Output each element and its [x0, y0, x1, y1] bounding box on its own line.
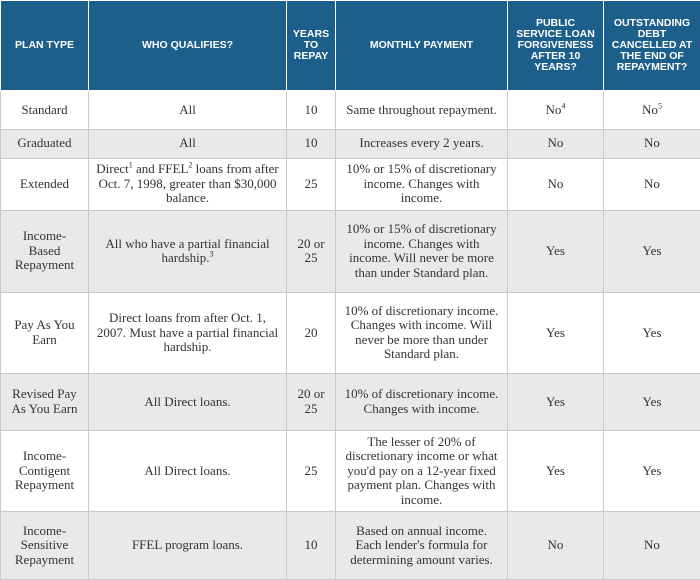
payment-cell: 10% of discretionary income. Changes wit… — [335, 291, 508, 375]
years-cell: 20 or 25 — [286, 209, 336, 293]
pslf-value: No — [545, 101, 562, 117]
who-cell: All Direct loans. — [88, 373, 287, 431]
who-text: and FFEL — [132, 161, 189, 177]
cancel-cell: Yes — [603, 429, 700, 513]
table-row: Standard All 10 Same throughout repaymen… — [0, 90, 700, 130]
payment-cell: 10% of discretionary income. Changes wit… — [335, 373, 508, 431]
who-cell: All Direct loans. — [88, 429, 287, 513]
footnote-marker: 5 — [657, 101, 662, 111]
payment-cell: 10% or 15% of discretionary income. Chan… — [335, 209, 508, 293]
pslf-cell: No — [507, 128, 604, 159]
pslf-cell: Yes — [507, 209, 604, 293]
plan-cell: Revised Pay As You Earn — [0, 373, 89, 431]
footnote-marker: 1 — [128, 161, 133, 170]
who-cell: All — [88, 90, 287, 130]
footnote-marker: 4 — [561, 101, 566, 111]
table-row: Graduated All 10 Increases every 2 years… — [0, 128, 700, 159]
years-cell: 10 — [286, 511, 336, 580]
header-pslf: PUBLIC SERVICE LOAN FORGIVENESS AFTER 10… — [507, 0, 604, 92]
who-cell: FFEL program loans. — [88, 511, 287, 580]
pslf-cell: No4 — [507, 90, 604, 130]
plan-cell: Graduated — [0, 128, 89, 159]
header-monthly-payment: MONTHLY PAYMENT — [335, 0, 508, 92]
cancel-cell: Yes — [603, 291, 700, 375]
cancel-cell: Yes — [603, 209, 700, 293]
table-row: Income-Based Repayment All who have a pa… — [0, 209, 700, 293]
plan-cell: Income-Based Repayment — [0, 209, 89, 293]
cancel-cell: No — [603, 511, 700, 580]
table-row: Extended Direct1 and FFEL2 loans from af… — [0, 157, 700, 211]
pslf-cell: No — [507, 157, 604, 211]
years-cell: 20 or 25 — [286, 373, 336, 431]
pslf-cell: No — [507, 511, 604, 580]
plan-cell: Extended — [0, 157, 89, 211]
who-text: All who have a partial financial hardshi… — [105, 235, 270, 266]
years-cell: 10 — [286, 90, 336, 130]
pslf-cell: Yes — [507, 429, 604, 513]
payment-cell: Based on annual income. Each lender's fo… — [335, 511, 508, 580]
who-text: Direct — [96, 161, 129, 177]
pslf-cell: Yes — [507, 373, 604, 431]
pslf-cell: Yes — [507, 291, 604, 375]
header-years-to-repay: YEARS TO REPAY — [286, 0, 336, 92]
plan-cell: Income-Sensitive Repayment — [0, 511, 89, 580]
cancel-cell: No5 — [603, 90, 700, 130]
who-cell: All — [88, 128, 287, 159]
payment-cell: The lesser of 20% of discretionary incom… — [335, 429, 508, 513]
cancel-cell: No — [603, 157, 700, 211]
years-cell: 25 — [286, 429, 336, 513]
who-cell: Direct loans from after Oct. 1, 2007. Mu… — [88, 291, 287, 375]
table-row: Income-Contigent Repayment All Direct lo… — [0, 429, 700, 513]
plan-cell: Standard — [0, 90, 89, 130]
header-who-qualifies: WHO QUALIFIES? — [88, 0, 287, 92]
payment-cell: Increases every 2 years. — [335, 128, 508, 159]
years-cell: 25 — [286, 157, 336, 211]
table-row: Pay As You Earn Direct loans from after … — [0, 291, 700, 375]
header-plan-type: PLAN TYPE — [0, 0, 89, 92]
plan-cell: Income-Contigent Repayment — [0, 429, 89, 513]
who-cell: Direct1 and FFEL2 loans from after Oct. … — [88, 157, 287, 211]
footnote-marker: 3 — [209, 249, 214, 259]
header-row: PLAN TYPE WHO QUALIFIES? YEARS TO REPAY … — [0, 0, 700, 92]
footnote-marker: 2 — [188, 161, 193, 170]
cancel-cell: Yes — [603, 373, 700, 431]
table-row: Revised Pay As You Earn All Direct loans… — [0, 373, 700, 431]
payment-cell: Same throughout repayment. — [335, 90, 508, 130]
years-cell: 10 — [286, 128, 336, 159]
table-row: Income-Sensitive Repayment FFEL program … — [0, 511, 700, 580]
who-cell: All who have a partial financial hardshi… — [88, 209, 287, 293]
payment-cell: 10% or 15% of discretionary income. Chan… — [335, 157, 508, 211]
plan-cell: Pay As You Earn — [0, 291, 89, 375]
cancel-value: No — [642, 101, 658, 117]
years-cell: 20 — [286, 291, 336, 375]
who-text: loans from after Oct. 7, 1998, greater t… — [98, 161, 279, 206]
cancel-cell: No — [603, 128, 700, 159]
header-debt-cancelled: OUTSTANDING DEBT CANCELLED AT THE END OF… — [603, 0, 700, 92]
